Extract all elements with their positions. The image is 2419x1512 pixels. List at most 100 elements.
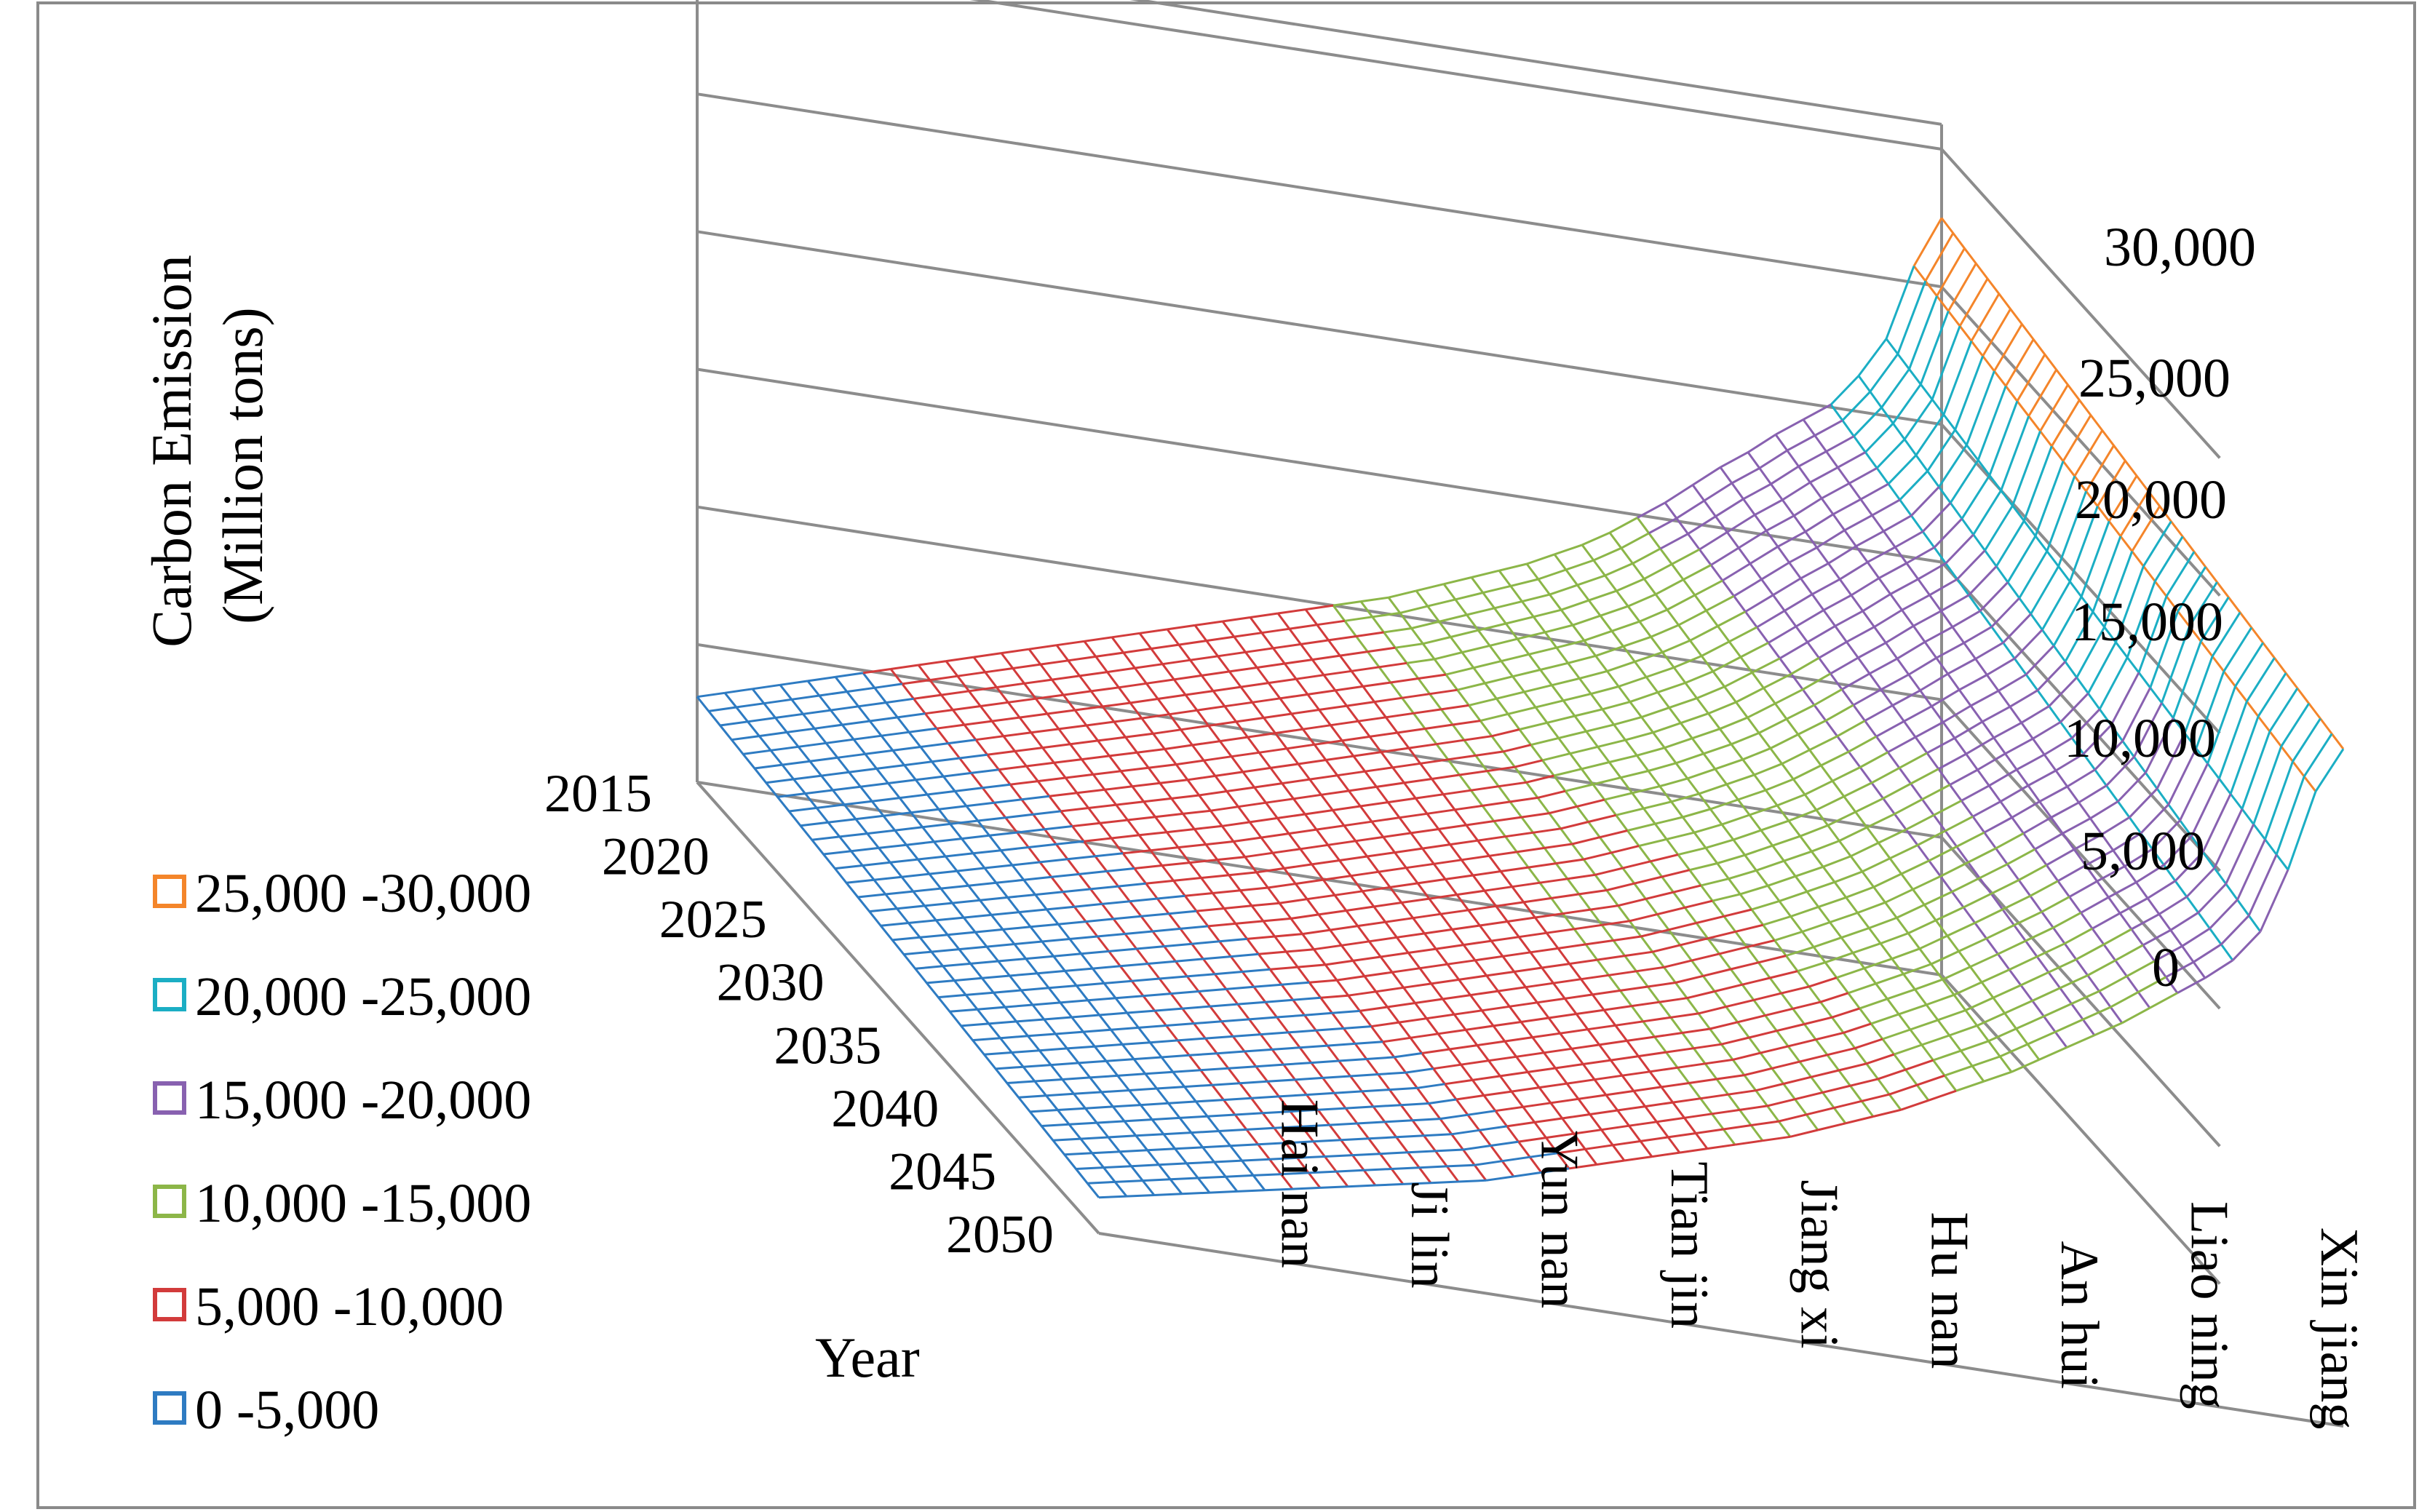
surface-line-year [1787, 1038, 1816, 1048]
surface-line-year [1843, 781, 1872, 797]
surface-line-year [1529, 1152, 1558, 1158]
surface-line-year [1565, 559, 1594, 571]
surface-line-year [1832, 766, 1861, 782]
surface-line-year [1618, 676, 1647, 688]
legend-swatch [153, 1185, 186, 1218]
surface-line-year [1121, 766, 1149, 773]
surface-line-year [2043, 737, 2073, 756]
surface-line-year [1252, 697, 1281, 704]
surface-line-year [1983, 1070, 2012, 1083]
surface-line-year [1811, 1069, 1840, 1078]
surface-line-year [1375, 1182, 1404, 1187]
surface-line-year [1820, 750, 1849, 767]
surface-line-year [1995, 832, 2025, 850]
surface-line-year [1348, 785, 1377, 792]
surface-line-year [1396, 1134, 1424, 1139]
surface-line-year [1463, 1145, 1491, 1151]
surface-line-year [1006, 1080, 1035, 1084]
surface-line-province [1802, 418, 2207, 979]
surface-line-year [809, 756, 838, 763]
surface-line-year [2020, 971, 2049, 987]
surface-line-year [942, 962, 971, 968]
surface-line-year [1501, 653, 1530, 663]
surface-line-year [1597, 955, 1625, 961]
surface-line-year [1025, 955, 1054, 960]
surface-line-year [1625, 731, 1653, 741]
surface-line-year [1916, 1074, 1945, 1086]
surface-line-year [1247, 732, 1276, 739]
surface-line-year [1524, 684, 1552, 693]
surface-line-year [1671, 548, 1701, 565]
surface-line-province [1830, 404, 2234, 961]
surface-line-year [1150, 1039, 1178, 1044]
z-axis-title-line1: Carbon Emission [140, 255, 203, 648]
axis-labels: Carbon Emission (Million tons) Year 05,0… [140, 217, 2369, 1429]
surface-line-year [2108, 881, 2137, 899]
surface-line-year [1343, 1025, 1372, 1030]
surface-line-year [1537, 789, 1566, 799]
surface-line-year [1151, 643, 1180, 650]
surface-line-year [1028, 1032, 1056, 1038]
surface-line-year [2190, 778, 2220, 837]
surface-line-year [1359, 1006, 1388, 1012]
surface-line-year [1365, 766, 1393, 773]
surface-line-year [2004, 338, 2035, 387]
surface-line-year [1183, 809, 1211, 815]
surface-line-year [1579, 669, 1608, 680]
surface-line-year [1956, 549, 1986, 581]
surface-line-year [1705, 838, 1734, 849]
surface-line-province [1359, 600, 1764, 1142]
surface-line-year [1442, 994, 1471, 1000]
surface-line-year [1885, 266, 1915, 340]
surface-line-year [779, 680, 809, 686]
surface-line-year [908, 919, 937, 924]
surface-line-year [833, 785, 861, 792]
surface-line-year [1834, 870, 1863, 883]
surface-line-year [1012, 1049, 1040, 1054]
surface-line-year [1851, 577, 1880, 597]
surface-line-year [1041, 1123, 1070, 1127]
surface-line-year [897, 712, 926, 719]
surface-line-year [1498, 986, 1526, 992]
surface-line-year [1731, 467, 1760, 485]
surface-line-year [1113, 1104, 1141, 1108]
surface-line-year [1910, 768, 1939, 785]
surface-line-year [1854, 1038, 1883, 1050]
surface-line-year [1072, 821, 1100, 827]
surface-line-year [1193, 1020, 1222, 1025]
surface-line-year [1518, 931, 1547, 939]
surface-line-year [1544, 1047, 1572, 1054]
surface-line-year [1435, 1148, 1463, 1153]
surface-line-year [1864, 704, 1894, 722]
surface-line-province [945, 660, 1349, 1187]
surface-line-year [1198, 987, 1227, 992]
surface-line-year [1080, 1136, 1108, 1140]
surface-line-year [1870, 1013, 1899, 1025]
surface-line-year [1648, 517, 1677, 535]
surface-line-year [2004, 1000, 2033, 1014]
surface-line-year [1489, 851, 1517, 857]
surface-line-year [953, 705, 981, 712]
surface-line-year [2002, 894, 2031, 911]
surface-line-year [1295, 878, 1324, 886]
surface-line-year [964, 720, 993, 726]
surface-line-year [1509, 796, 1538, 803]
surface-line-year [1790, 905, 1819, 918]
surface-line-year [2169, 912, 2199, 931]
surface-line-year [1581, 974, 1609, 981]
surface-line-year [891, 936, 921, 942]
surface-line-year [1827, 811, 1856, 827]
surface-line-year [1274, 1125, 1302, 1129]
surface-line-year [1781, 749, 1811, 765]
surface-line-year [2217, 701, 2248, 779]
surface-line-year [1389, 1086, 1418, 1091]
surface-line-year [1364, 1168, 1392, 1171]
surface-line-year [2022, 816, 2052, 835]
surface-line-year [1726, 773, 1755, 786]
province-tick-label: Hai nan [1269, 1099, 1329, 1268]
surface-line-year [1903, 963, 1932, 976]
surface-line-year [1859, 998, 1888, 1010]
surface-line-year [1836, 967, 1865, 979]
surface-line-year [1779, 890, 1808, 902]
surface-line-year [1557, 1147, 1586, 1155]
